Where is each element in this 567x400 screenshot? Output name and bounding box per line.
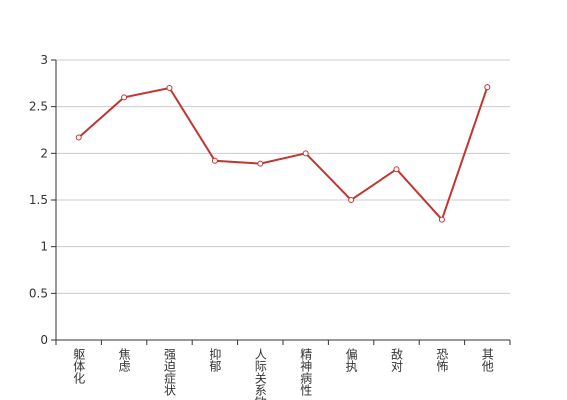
y-tick-label: 2.5 (29, 100, 48, 114)
x-tick-label: 偏执 (344, 347, 358, 373)
point (166, 85, 173, 91)
x-tick-label: 精神病性 (299, 348, 313, 397)
x-tick-label: 人际关系敏感 (253, 348, 267, 400)
y-tick-label: 2 (40, 146, 48, 160)
x-tick-label: 强迫症状 (163, 348, 177, 396)
y-tick-label: 0.5 (29, 286, 48, 300)
x-tick-label: 焦虑 (117, 348, 131, 372)
y-tick-label: 1.5 (29, 193, 48, 207)
point (257, 160, 264, 167)
point (484, 84, 491, 91)
point (438, 216, 445, 223)
point (121, 94, 128, 101)
x-tick-label: 敌对 (390, 347, 404, 372)
point (393, 166, 400, 173)
x-tick-label: 抑郁 (208, 347, 222, 373)
y-tick-label: 0 (40, 333, 48, 347)
point (75, 134, 82, 141)
x-tick-label: 其他 (480, 348, 494, 372)
point (348, 197, 355, 203)
line (78, 86, 489, 222)
y-tick-label: 3 (40, 53, 48, 67)
x-tick-label: 恐怖 (435, 348, 449, 372)
point (211, 157, 218, 164)
point (302, 150, 309, 157)
y-tick-label: 1 (40, 240, 48, 254)
x-tick-label: 躯体化 (72, 347, 86, 385)
